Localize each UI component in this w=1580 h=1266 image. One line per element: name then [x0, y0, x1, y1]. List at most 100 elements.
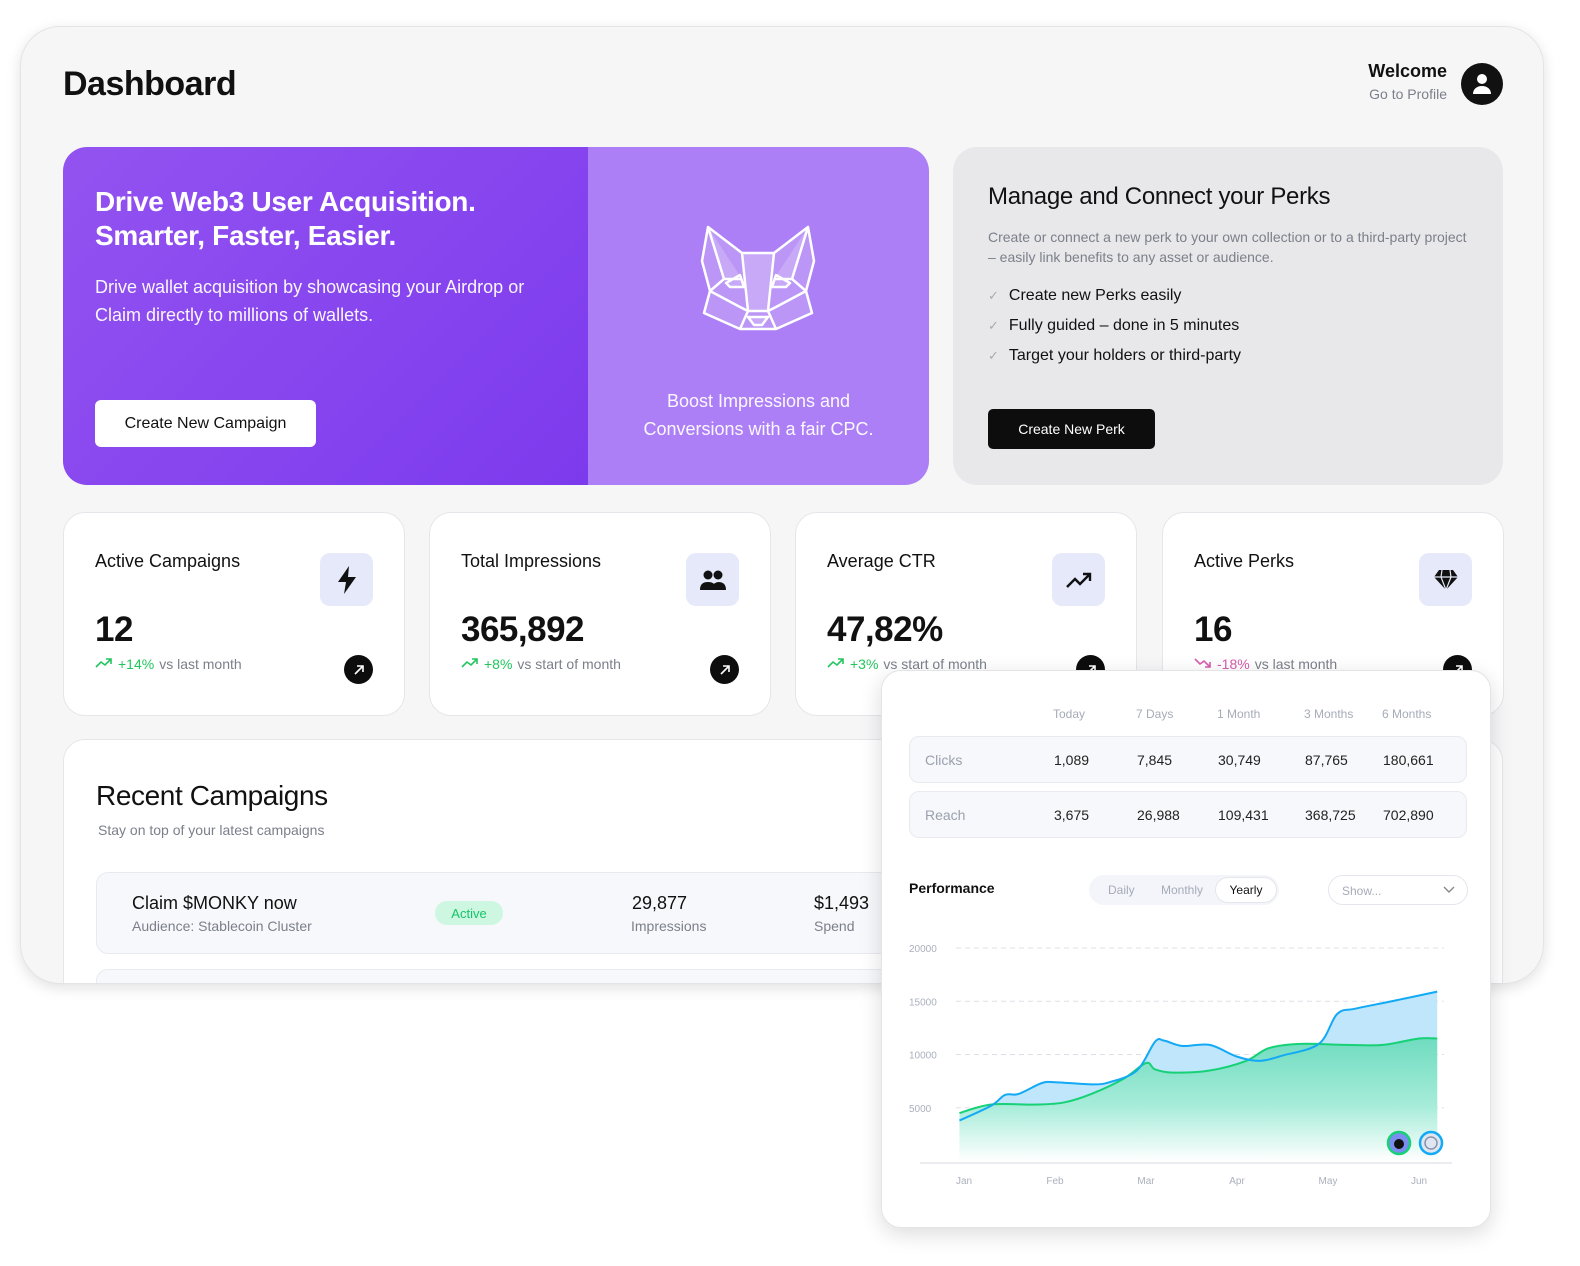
profile-info: Welcome Go to Profile [1368, 61, 1447, 102]
show-select-placeholder: Show... [1342, 884, 1382, 898]
stat-change-context: vs start of month [883, 656, 987, 672]
fox-icon [700, 225, 816, 331]
recent-campaigns-subtitle: Stay on top of your latest campaigns [98, 822, 325, 838]
table-cell: 702,890 [1383, 807, 1434, 823]
hero-headline-line-2: Smarter, Faster, Easier. [95, 220, 397, 251]
stat-change-context: vs last month [159, 656, 242, 672]
open-arrow-icon[interactable] [344, 655, 373, 684]
status-badge: Active [435, 901, 503, 925]
check-icon: ✓ [988, 318, 999, 333]
brain-icon [1424, 1136, 1438, 1150]
stat-change: -18% vs last month [1194, 656, 1472, 672]
tab-yearly[interactable]: Yearly [1215, 877, 1277, 903]
hero-side: Boost Impressions and Conversions with a… [588, 147, 929, 485]
stat-change: +8% vs start of month [461, 656, 739, 672]
page-title: Dashboard [63, 65, 237, 103]
campaign-name: Claim $MONKY now [132, 893, 297, 913]
trend-up-icon [461, 656, 479, 672]
x-tick-label: May [1319, 1176, 1338, 1187]
campaign-hero-card: Drive Web3 User Acquisition. Smarter, Fas… [63, 147, 929, 485]
column-header: 7 Days [1136, 707, 1174, 721]
x-tick-label: Jan [956, 1176, 972, 1187]
table-cell: 1,089 [1054, 752, 1090, 768]
period-toggle: Daily Monthly Yearly [1089, 875, 1279, 905]
x-tick-label: Feb [1046, 1176, 1064, 1187]
open-arrow-icon[interactable] [710, 655, 739, 684]
x-tick-label: Jun [1411, 1176, 1427, 1187]
user-avatar-icon[interactable] [1461, 63, 1503, 105]
check-icon: ✓ [988, 288, 999, 303]
hero-description: Drive wallet acquisition by showcasing y… [95, 277, 525, 325]
table-cell: 109,431 [1218, 807, 1269, 823]
performance-popup: Today 7 Days 1 Month 3 Months 6 Months C… [881, 670, 1491, 1228]
stat-value: 47,82% [827, 610, 943, 649]
column-header: 1 Month [1217, 707, 1261, 721]
table-cell: 3,675 [1054, 807, 1090, 823]
recent-campaigns-title: Recent Campaigns [96, 780, 328, 811]
stat-change: +3% vs start of month [827, 656, 1105, 672]
users-icon [686, 553, 739, 606]
y-tick-label: 15000 [909, 997, 937, 1008]
hero-headline-line-1: Drive Web3 User Acquisition. [95, 186, 476, 217]
row-label: Reach [925, 807, 966, 823]
stat-label: Total Impressions [461, 551, 602, 571]
stat-label: Active Perks [1194, 551, 1295, 571]
create-campaign-button[interactable]: Create New Campaign [95, 400, 316, 447]
table-cell: 26,988 [1137, 807, 1180, 823]
perks-card: Manage and Connect your Perks Create or … [953, 147, 1503, 485]
stat-change-value: +3% [850, 656, 879, 672]
perks-feature: ✓ Target your holders or third-party [988, 341, 1468, 371]
check-icon: ✓ [988, 348, 999, 363]
series-2-line [959, 1037, 1438, 1115]
stat-change: +14% vs last month [95, 656, 373, 672]
stat-value: 12 [95, 610, 133, 649]
trend-up-icon [95, 656, 113, 672]
table-row-clicks: Clicks 1,089 7,845 30,749 87,765 180,661 [909, 736, 1467, 783]
stat-card-active-campaigns: Active Campaigns 12 +14% vs last month [63, 512, 405, 716]
stat-change-context: vs last month [1254, 656, 1338, 672]
perks-feature-text: Fully guided – done in 5 minutes [1008, 317, 1240, 334]
perks-feature: ✓ Create new Perks easily [988, 281, 1468, 311]
stat-value: 16 [1194, 610, 1232, 649]
go-to-profile-link[interactable]: Go to Profile [1369, 86, 1447, 102]
column-header: Today [1053, 707, 1086, 721]
y-tick-label: 20000 [909, 944, 937, 955]
column-header: 3 Months [1304, 707, 1354, 721]
stat-change-context: vs start of month [517, 656, 621, 672]
table-cell: 87,765 [1305, 752, 1348, 768]
table-cell: 180,661 [1383, 752, 1434, 768]
perks-feature-text: Create new Perks easily [1008, 287, 1182, 304]
impressions-label: Impressions [631, 918, 707, 934]
perks-description: Create or connect a new perk to your own… [988, 229, 1467, 265]
tab-monthly[interactable]: Monthly [1161, 883, 1204, 897]
spend-label: Spend [814, 918, 855, 934]
series-1-avatar-icon [1418, 1130, 1444, 1156]
diamond-icon [1419, 553, 1472, 606]
table-cell: 7,845 [1137, 752, 1173, 768]
trending-up-icon [1052, 553, 1105, 606]
hero-headline: Drive Web3 User Acquisition. Smarter, Fas… [95, 185, 556, 253]
perks-feature-list: ✓ Create new Perks easily ✓ Fully guided –… [988, 281, 1468, 371]
campaign-audience: Audience: Stablecoin Cluster [132, 918, 312, 934]
x-tick-label: Apr [1229, 1176, 1245, 1187]
y-tick-label: 5000 [909, 1104, 932, 1115]
show-select[interactable]: Show... [1328, 875, 1468, 905]
perks-title: Manage and Connect your Perks [988, 183, 1331, 210]
tab-daily[interactable]: Daily [1108, 883, 1135, 897]
campaign-spend: $1,493 [814, 893, 870, 913]
chevron-down-icon [1443, 886, 1455, 893]
perks-feature-text: Target your holders or third-party [1008, 347, 1242, 364]
lightning-icon [320, 553, 373, 606]
column-header: 6 Months [1382, 707, 1432, 721]
stat-change-value: +14% [118, 656, 155, 672]
stat-card-total-impressions: Total Impressions 365,892 +8% vs start of… [429, 512, 771, 716]
create-perk-button[interactable]: Create New Perk [988, 409, 1155, 449]
perks-feature: ✓ Fully guided – done in 5 minutes [988, 311, 1468, 341]
performance-chart: 5000 10000 15000 20000 Jan Feb Mar Apr May Jun [909, 944, 1452, 1187]
row-label: Clicks [925, 752, 963, 768]
penguin-icon [1394, 1139, 1404, 1149]
hero-main: Drive Web3 User Acquisition. Smarter, Fas… [63, 147, 588, 485]
table-row-reach: Reach 3,675 26,988 109,431 368,725 702,8… [909, 791, 1467, 838]
series-2-area [959, 1038, 1438, 1161]
stat-change-value: +8% [484, 656, 513, 672]
